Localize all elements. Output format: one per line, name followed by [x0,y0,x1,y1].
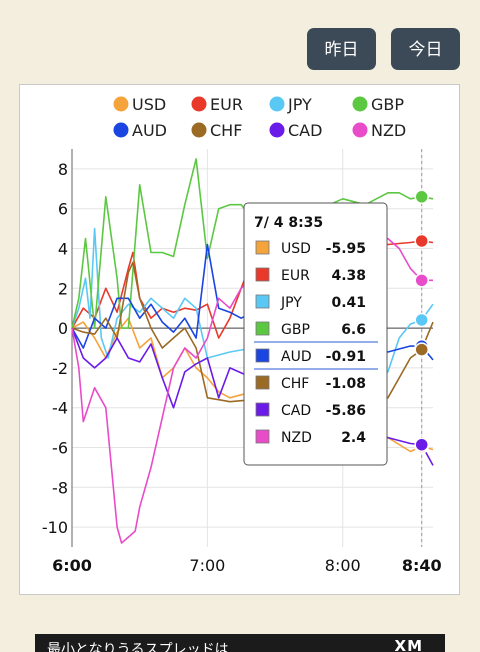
y-tick-label: -6 [52,439,68,458]
tooltip-swatch [255,240,270,255]
legend-label: EUR [210,95,243,114]
legend-label: GBP [371,95,404,114]
legend-label: AUD [132,121,167,140]
tooltip-series-value: 4.38 [331,268,366,284]
legend-label: JPY [287,95,312,114]
tooltip-swatch [255,267,270,282]
hover-marker-chf [414,342,429,357]
today-button[interactable]: 今日 [391,28,460,70]
tooltip: 7/ 4 8:35 USD -5.95 EUR 4.38 JPY 0.41 GBP 6.6 AUD… [243,202,388,466]
ad-text: 最小となりうるスプレッドは [47,642,229,652]
y-tick-label: -4 [52,399,68,418]
y-tick-label: -2 [52,359,68,378]
legend-marker [352,122,368,138]
chart-card: USD EUR JPY GBP AUD CHF CAD NZD 8 6 4 2 0 -2 -4 -6 -8 -10… [19,84,460,595]
tooltip-series-value: -5.95 [326,241,366,257]
tooltip-series-value: 6.6 [341,322,366,338]
legend-label: CHF [210,121,242,140]
currency-strength-chart: USD EUR JPY GBP AUD CHF CAD NZD 8 6 4 2 0 -2 -4 -6 -8 -10… [42,95,442,575]
y-tick-label: 8 [58,160,68,179]
tooltip-row-usd: USD -5.95 [255,240,366,257]
tooltip-series-name: USD [281,241,311,257]
tooltip-row-jpy: JPY 0.41 [255,294,366,311]
legend-label: USD [132,95,166,114]
tooltip-swatch [255,429,270,444]
series-line-gbp [71,158,434,329]
tooltip-swatch [255,348,270,363]
x-tick-label: 7:00 [189,556,225,575]
legend-marker [113,96,129,112]
hover-marker-nzd [414,273,429,288]
legend-label: NZD [371,121,406,140]
hover-marker-jpy [414,312,429,328]
tooltip-row-chf: CHF -1.08 [255,375,366,392]
tooltip-title: 7/ 4 8:35 [254,215,323,231]
y-tick-label: -10 [42,518,68,537]
tooltip-series-name: CHF [281,376,309,392]
legend-marker [269,122,285,138]
tooltip-series-value: -5.86 [326,403,366,419]
ad-banner[interactable]: 最小となりうるスプレッドは XM [35,634,445,652]
tooltip-series-name: EUR [281,268,310,284]
yesterday-button[interactable]: 昨日 [307,28,376,70]
legend-marker [352,96,368,112]
tooltip-swatch [255,321,270,336]
y-tick-label: -8 [52,478,68,497]
legend-item-usd[interactable]: USD [113,95,167,114]
tooltip-series-name: CAD [281,403,311,419]
tooltip-row-cad: CAD -5.86 [255,402,366,419]
hover-marker-eur [414,233,429,249]
legend-item-aud[interactable]: AUD [113,121,167,140]
ad-logo-main: XM [394,637,423,652]
ad-logo: XM [395,637,424,652]
legend-marker [191,96,207,112]
tooltip-row-aud: AUD -0.91 [254,348,378,370]
x-tick-label: 8:00 [325,556,361,575]
legend-marker [113,122,129,138]
tooltip-series-value: 2.4 [341,430,366,446]
tooltip-series-value: -0.91 [326,349,366,365]
tooltip-series-name: GBP [281,322,310,338]
legend-item-nzd[interactable]: NZD [352,121,407,140]
tooltip-swatch [255,402,270,417]
tooltip-row-nzd: NZD 2.4 [255,429,366,446]
tooltip-series-name: JPY [280,295,302,311]
y-tick-label: 4 [58,240,68,259]
legend-label: CAD [288,121,322,140]
legend-marker [269,96,285,112]
tooltip-box [243,202,388,466]
legend-item-jpy[interactable]: JPY [269,95,313,114]
tooltip-series-value: -1.08 [326,376,366,392]
tooltip-series-name: NZD [281,430,312,446]
tooltip-series-value: 0.41 [331,295,366,311]
tooltip-swatch [255,375,270,390]
y-tick-label: 0 [58,319,68,338]
hover-marker-cad [414,437,429,452]
x-tick-label: 8:40 [402,556,442,575]
tooltip-row-gbp: GBP 6.6 [254,321,378,343]
legend-item-cad[interactable]: CAD [269,121,323,140]
legend-item-eur[interactable]: EUR [191,95,243,114]
hover-marker-gbp [414,189,429,205]
tooltip-swatch [255,294,270,309]
tooltip-series-name: AUD [281,349,312,365]
y-tick-label: 2 [58,279,68,298]
y-tick-label: 6 [58,200,68,219]
legend-item-chf[interactable]: CHF [191,121,243,140]
tooltip-row-eur: EUR 4.38 [255,267,366,284]
legend-item-gbp[interactable]: GBP [352,95,405,114]
legend-marker [191,122,207,138]
x-tick-label: 6:00 [52,556,92,575]
